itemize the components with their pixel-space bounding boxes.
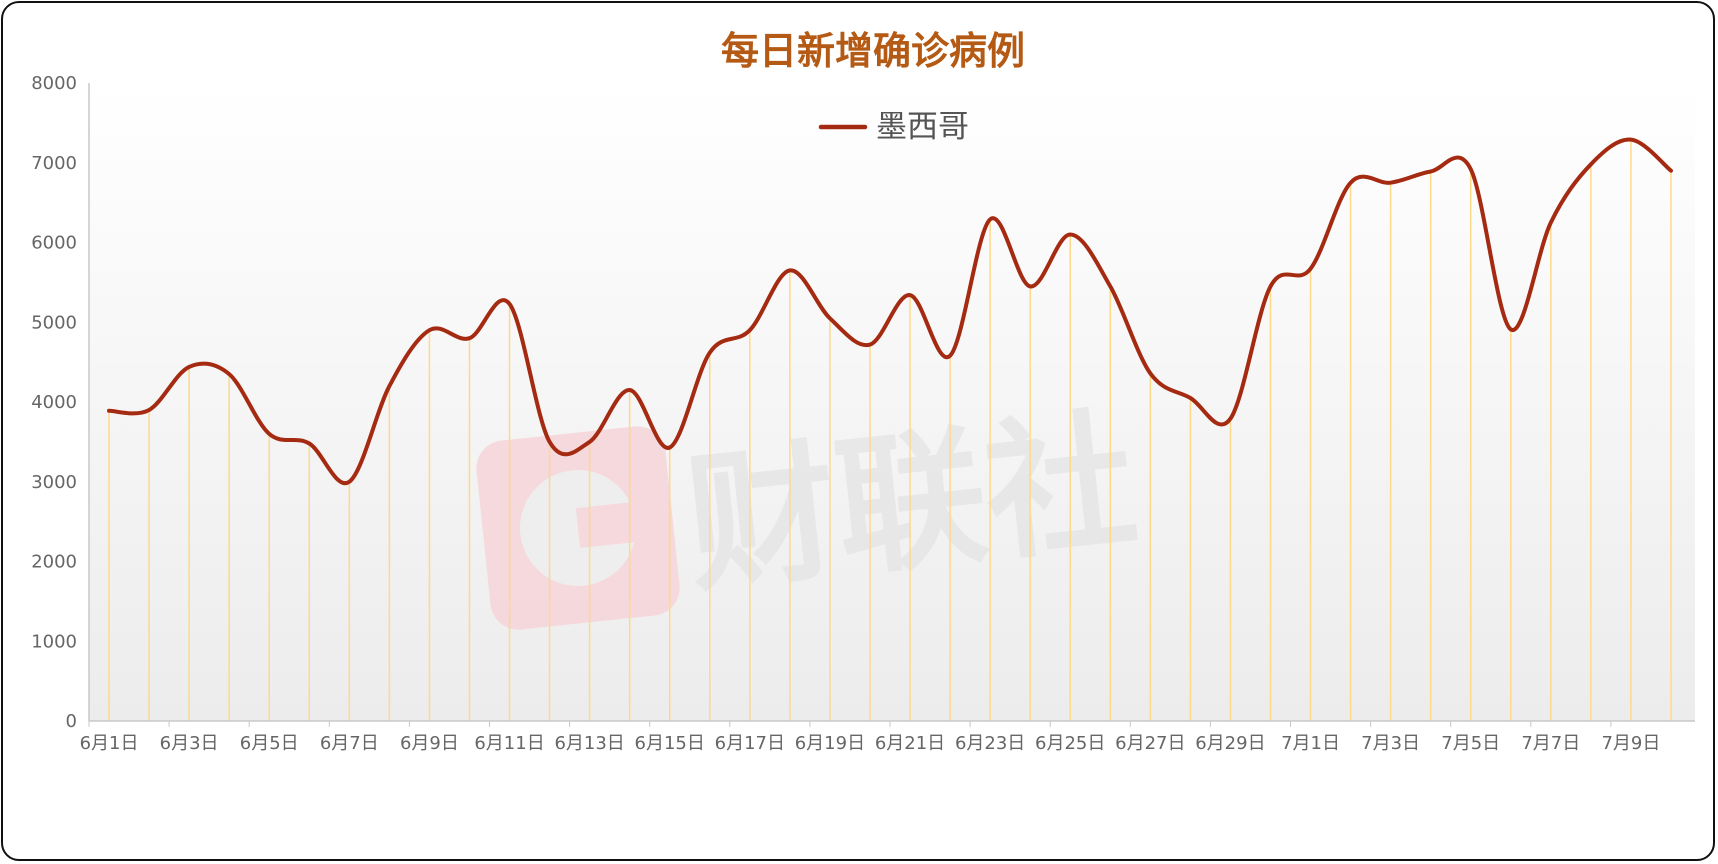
- x-tick-label: 6月3日: [160, 733, 219, 754]
- x-tick-label: 6月11日: [474, 733, 544, 754]
- x-tick-label: 6月23日: [955, 733, 1025, 754]
- x-tick-label: 7月1日: [1281, 733, 1340, 754]
- x-tick-label: 7月3日: [1361, 733, 1420, 754]
- x-tick-label: 7月5日: [1441, 733, 1500, 754]
- y-tick-label: 1000: [31, 631, 77, 652]
- x-tick-label: 6月7日: [320, 733, 379, 754]
- y-tick-label: 8000: [31, 73, 77, 94]
- x-tick-label: 6月21日: [875, 733, 945, 754]
- y-tick-label: 2000: [31, 552, 77, 573]
- x-tick-label: 6月13日: [554, 733, 624, 754]
- y-tick-label: 4000: [31, 392, 77, 413]
- x-tick-label: 6月15日: [635, 733, 705, 754]
- x-tick-label: 6月5日: [240, 733, 299, 754]
- chart-title: 每日新增确诊病例: [721, 29, 1025, 73]
- y-tick-label: 6000: [31, 233, 77, 254]
- y-tick-label: 0: [66, 711, 77, 732]
- x-tick-label: 6月19日: [795, 733, 865, 754]
- drop-lines: [108, 139, 1672, 721]
- legend[interactable]: 墨西哥: [818, 109, 969, 145]
- x-tick-label: 6月27日: [1115, 733, 1185, 754]
- y-axis-ticks: 0 1000 2000 3000 4000 5000 6000 7000 8000: [31, 73, 77, 732]
- series-line-mexico: [107, 137, 1673, 486]
- y-tick-label: 5000: [31, 312, 77, 333]
- x-tick-label: 6月17日: [715, 733, 785, 754]
- y-tick-label: 3000: [31, 472, 77, 493]
- plot-background: [89, 83, 1695, 721]
- x-tick-label: 6月1日: [80, 733, 139, 754]
- x-tick-label: 6月25日: [1035, 733, 1105, 754]
- x-tick-label: 7月7日: [1521, 733, 1580, 754]
- x-tick-label: 7月9日: [1601, 733, 1660, 754]
- y-tick-label: 7000: [31, 153, 77, 174]
- x-axis-ticks: 6月1日 6月3日 6月5日 6月7日 6月9日 6月11日 6月13日 6月15日 6月17日…: [80, 721, 1660, 754]
- x-tick-label: 6月29日: [1195, 733, 1265, 754]
- legend-label: 墨西哥: [876, 109, 969, 145]
- x-tick-label: 6月9日: [400, 733, 459, 754]
